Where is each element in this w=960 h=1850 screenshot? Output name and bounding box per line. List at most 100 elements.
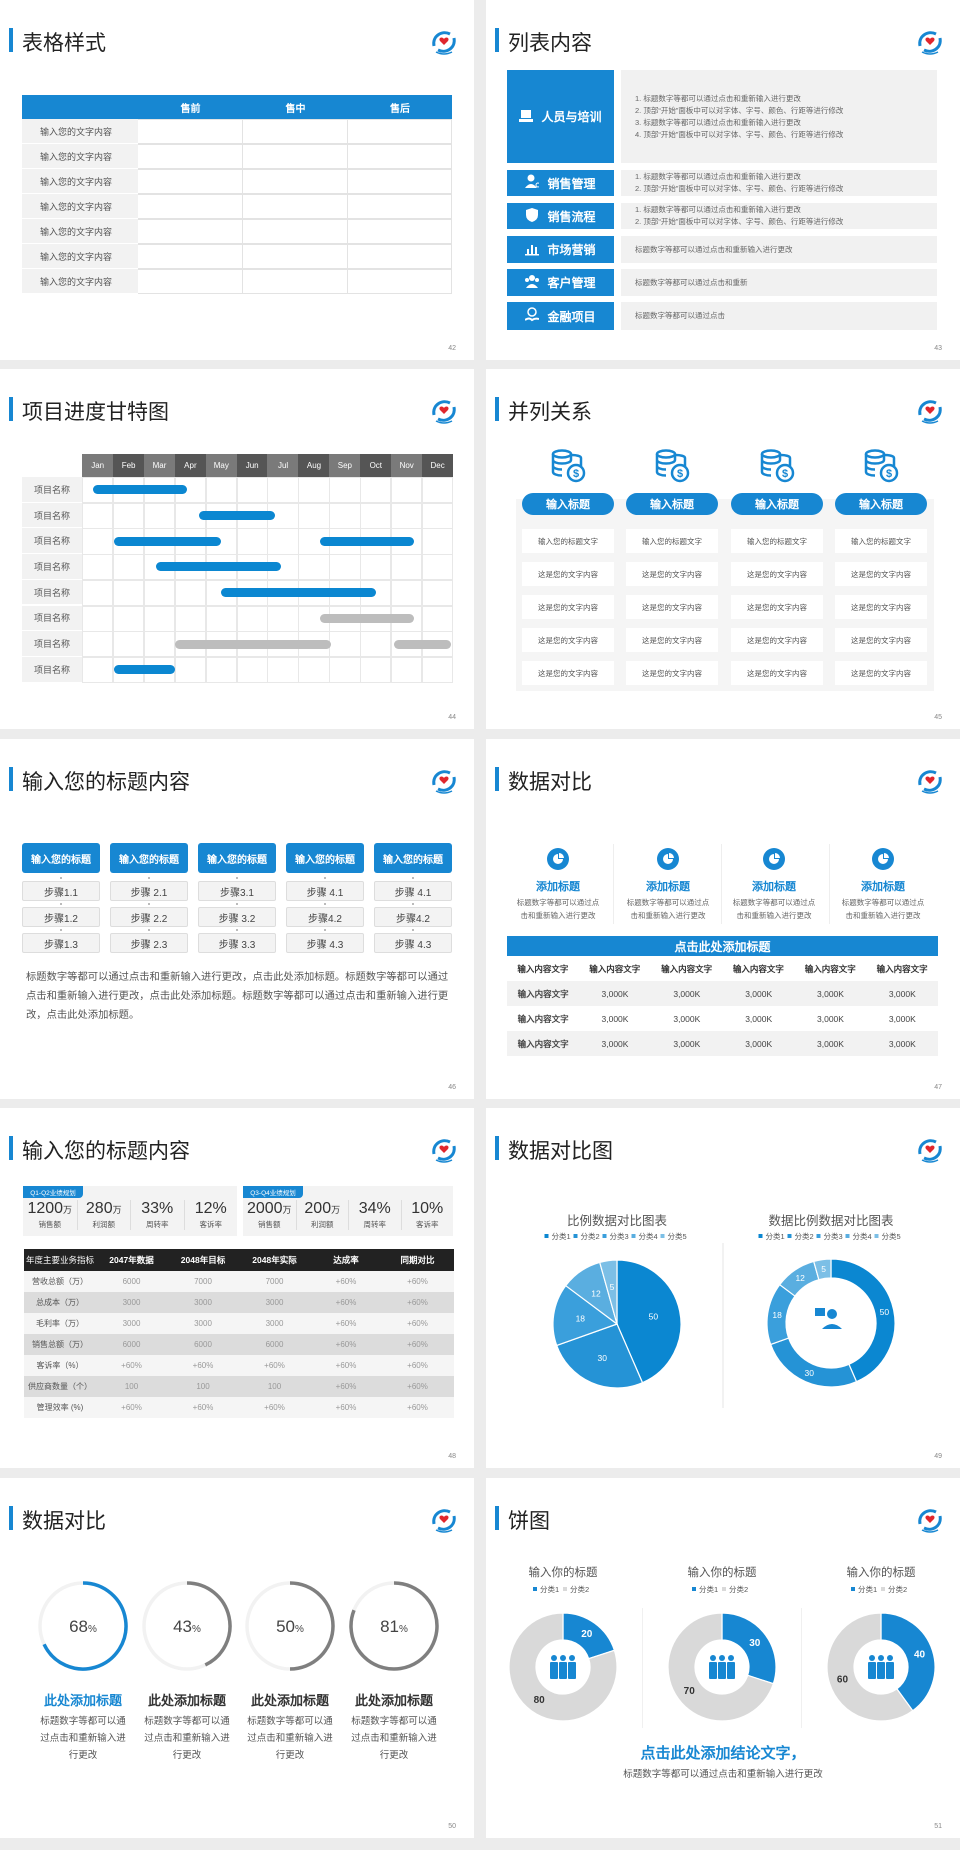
- table-cell[interactable]: [243, 244, 348, 269]
- table-cell[interactable]: [348, 194, 452, 219]
- table-cell[interactable]: [243, 144, 348, 169]
- column-heading-pill[interactable]: 输入标题: [731, 493, 823, 515]
- pie-slice-分类1[interactable]: [880, 1612, 936, 1712]
- step-item[interactable]: 步骤4.2: [374, 907, 452, 927]
- coins-dollar-icon: $: [654, 449, 690, 488]
- column-heading-pill[interactable]: 输入标题: [522, 493, 614, 515]
- gantt-grid-cell: [236, 477, 268, 504]
- chart-title: 比例数据对比图表: [567, 1213, 668, 1228]
- description-line: 1. 标题数字等都可以通过点击和重新输入进行更改: [635, 172, 801, 181]
- step-item[interactable]: 步骤 4.1: [374, 881, 452, 901]
- step-column-heading[interactable]: 输入您的标题: [374, 843, 452, 873]
- connector-dot: [148, 929, 150, 931]
- gantt-task-bar[interactable]: [221, 588, 376, 598]
- column-heading-pill[interactable]: 输入标题: [626, 493, 718, 515]
- table-cell[interactable]: [138, 119, 243, 144]
- team-icon: [709, 1655, 735, 1679]
- logo-icon: [428, 1134, 460, 1166]
- step-item[interactable]: 步骤 4.3: [286, 933, 364, 953]
- table-cell[interactable]: [243, 219, 348, 244]
- step-column-heading[interactable]: 输入您的标题: [22, 843, 100, 873]
- pie-slice-分类2[interactable]: [826, 1612, 914, 1722]
- list-item-3-header[interactable]: 销售流程: [507, 203, 614, 229]
- step-item[interactable]: 步骤1.2: [22, 907, 100, 927]
- pie-slice-分类2[interactable]: [667, 1612, 775, 1722]
- gantt-task-bar[interactable]: [114, 536, 222, 546]
- pie-slice-分类1[interactable]: [830, 1258, 896, 1383]
- gantt-task-bar[interactable]: [199, 511, 276, 521]
- pie-slice-分类2[interactable]: [508, 1612, 618, 1722]
- table-cell[interactable]: [138, 244, 243, 269]
- column-heading-pill[interactable]: 输入标题: [835, 493, 927, 515]
- pie-slice-分类2[interactable]: [769, 1337, 858, 1388]
- list-item-2-header[interactable]: 销售管理: [507, 170, 614, 196]
- step-item[interactable]: 步骤1.3: [22, 933, 100, 953]
- logo-icon: [428, 1504, 460, 1536]
- shield-icon: [525, 207, 539, 225]
- step-item[interactable]: 步骤 3.3: [198, 933, 276, 953]
- gantt-task-bar[interactable]: [92, 485, 188, 495]
- table-cell[interactable]: [138, 169, 243, 194]
- table-cell[interactable]: [243, 269, 348, 294]
- pie-slice-分类5[interactable]: [812, 1258, 832, 1281]
- ring-description: 行更改: [172, 1750, 202, 1761]
- gantt-task-bar[interactable]: [319, 613, 415, 623]
- page-number: 44: [448, 714, 456, 721]
- step-item[interactable]: 步骤4.2: [286, 907, 364, 927]
- table-cell: 6000: [238, 1334, 311, 1355]
- page-number: 49: [934, 1453, 942, 1460]
- gantt-task-bar[interactable]: [394, 639, 452, 649]
- table-cell[interactable]: [348, 269, 452, 294]
- slice-data-label: 12: [591, 1288, 601, 1298]
- step-item[interactable]: 步骤 2.3: [110, 933, 188, 953]
- step-item[interactable]: 步骤 2.1: [110, 881, 188, 901]
- table-cell[interactable]: [348, 219, 452, 244]
- gantt-task-bar[interactable]: [114, 665, 175, 675]
- step-item[interactable]: 步骤 2.2: [110, 907, 188, 927]
- table-cell[interactable]: [138, 219, 243, 244]
- gantt-grid-cell: [174, 579, 207, 606]
- gantt-grid-cell: [82, 554, 114, 581]
- list-item-4-header[interactable]: 市场营销: [507, 236, 614, 263]
- step-item[interactable]: 步骤 4.1: [286, 881, 364, 901]
- step-item[interactable]: 步骤 3.2: [198, 907, 276, 927]
- pie-slice-分类5[interactable]: [598, 1259, 618, 1325]
- table-cell: 销售总额（万）: [24, 1334, 96, 1355]
- step-item[interactable]: 步骤 4.3: [374, 933, 452, 953]
- list-item-6-header[interactable]: 金融项目: [507, 302, 614, 330]
- conclusion-heading: 点击此处添加结论文字，: [640, 1744, 806, 1762]
- step-column-heading[interactable]: 输入您的标题: [110, 843, 188, 873]
- pie-slice-分类3[interactable]: [552, 1284, 619, 1347]
- table-cell[interactable]: [138, 194, 243, 219]
- table-cell[interactable]: [138, 269, 243, 294]
- table-cell: +60%: [381, 1355, 454, 1376]
- table-cell[interactable]: [243, 169, 348, 194]
- table-cell[interactable]: [348, 244, 452, 269]
- table-cell[interactable]: [243, 194, 348, 219]
- list-item-1-header[interactable]: 人员与培训: [507, 70, 614, 163]
- list-item-5-header[interactable]: 客户管理: [507, 269, 614, 296]
- slice-data-label: 18: [576, 1313, 586, 1323]
- step-item[interactable]: 步骤3.1: [198, 881, 276, 901]
- table-cell: +60%: [310, 1376, 382, 1397]
- column-cell: 这是您的文字内容: [731, 562, 823, 586]
- pie-slice-分类1[interactable]: [616, 1259, 682, 1384]
- step-column-heading[interactable]: 输入您的标题: [198, 843, 276, 873]
- table-cell[interactable]: [348, 144, 452, 169]
- table-row-label: 输入您的文字内容: [22, 219, 138, 244]
- kpi-number: 10%: [411, 1200, 444, 1217]
- kpi-label: 客诉率: [199, 1220, 223, 1229]
- pie-slice-分类2[interactable]: [555, 1323, 644, 1389]
- table-cell[interactable]: [348, 119, 452, 144]
- table-cell[interactable]: [138, 144, 243, 169]
- gantt-task-bar[interactable]: [319, 536, 415, 546]
- pie-slice-分类1[interactable]: [721, 1612, 777, 1685]
- team-icon: [868, 1655, 894, 1679]
- gantt-task-bar[interactable]: [174, 639, 331, 649]
- step-column-heading[interactable]: 输入您的标题: [286, 843, 364, 873]
- step-item[interactable]: 步骤1.1: [22, 881, 100, 901]
- gantt-task-bar[interactable]: [156, 562, 282, 572]
- table-cell[interactable]: [348, 169, 452, 194]
- table-cell[interactable]: [243, 119, 348, 144]
